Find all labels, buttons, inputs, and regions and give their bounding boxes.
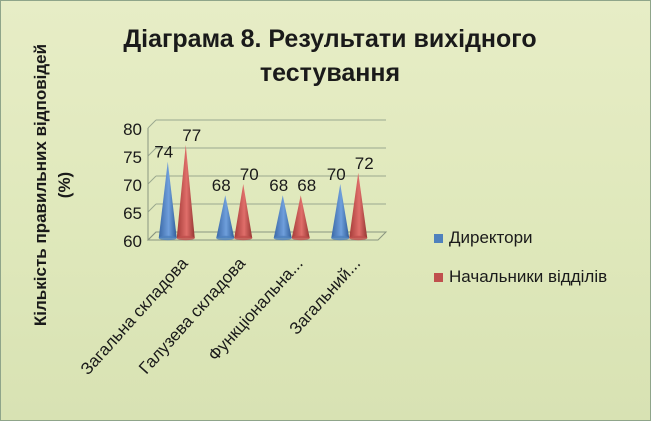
gridline-depth	[147, 119, 157, 129]
cone-base	[291, 235, 310, 241]
data-label: 74	[154, 143, 173, 162]
cone-blue	[216, 195, 235, 238]
x-tick-label: Загальна складова	[77, 254, 192, 379]
gridline-depth	[147, 147, 157, 157]
y-tick-label: 65	[123, 204, 142, 223]
data-label: 68	[212, 176, 231, 195]
legend-label: Директори	[449, 228, 533, 247]
cone-base	[176, 235, 195, 241]
cone-red	[291, 195, 310, 238]
legend-item-series-2: Начальники відділів	[434, 267, 607, 287]
legend-swatch-blue	[434, 234, 443, 244]
cone-blue	[331, 184, 350, 238]
gridline-depth	[147, 203, 157, 213]
cone-base	[349, 235, 368, 241]
cone-blue	[158, 161, 177, 238]
data-label: 68	[269, 176, 288, 195]
y-tick-label: 75	[123, 148, 142, 167]
data-label: 72	[355, 154, 374, 173]
x-tick-label: Галузева складова	[135, 254, 249, 378]
cone-blue	[273, 195, 292, 238]
y-axis-label: Кількість правильних відповідей (%)	[31, 44, 74, 326]
data-label: 77	[182, 126, 201, 145]
legend-swatch-red	[434, 273, 443, 283]
cone-base	[273, 235, 292, 241]
data-label: 70	[240, 165, 259, 184]
y-tick-label: 80	[123, 120, 142, 139]
data-label: 68	[297, 176, 316, 195]
cone-base	[331, 235, 350, 241]
legend-label: Начальники відділів	[449, 267, 608, 286]
gridline-depth	[147, 175, 157, 185]
cone-base	[216, 235, 235, 241]
cone-red	[234, 184, 253, 238]
legend-item-series-1: Директори	[434, 228, 533, 248]
y-tick-label: 70	[123, 176, 142, 195]
data-label: 70	[327, 165, 346, 184]
cone-red	[176, 144, 195, 238]
cone-base	[234, 235, 253, 241]
cone-red	[349, 172, 368, 238]
chart-title: Діаграма 8. Результати вихідного тестува…	[123, 25, 537, 87]
y-tick-label: 60	[123, 232, 142, 251]
cone-base	[158, 235, 177, 241]
